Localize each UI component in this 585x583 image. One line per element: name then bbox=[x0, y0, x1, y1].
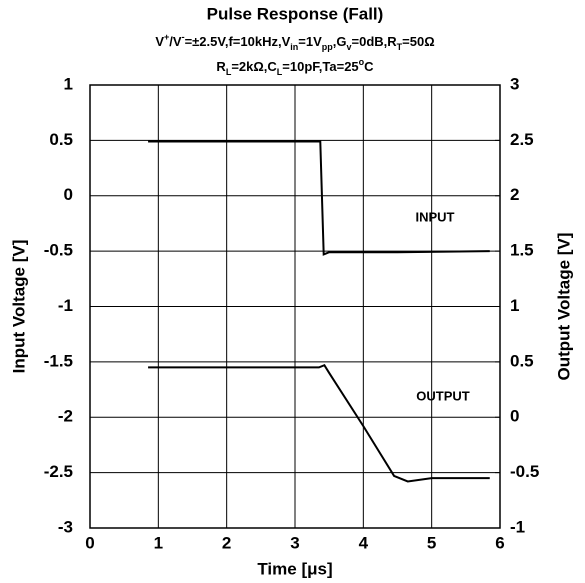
subtitle-part: =±2.5V,f=10kHz,V bbox=[185, 34, 291, 49]
subtitle-part: ,G bbox=[333, 34, 347, 49]
data-line bbox=[148, 363, 490, 483]
subtitle-part: L bbox=[277, 67, 283, 77]
x-tick-label: 0 bbox=[85, 533, 94, 552]
x-tick-label: 3 bbox=[290, 533, 299, 552]
y2-tick-label: 3 bbox=[510, 74, 519, 93]
y-tick-label: -1.5 bbox=[44, 351, 73, 370]
y2-tick-label: 1.5 bbox=[510, 241, 534, 260]
subtitle-part: =1V bbox=[298, 34, 322, 49]
subtitle-part: =2kΩ,C bbox=[231, 59, 277, 74]
y-tick-label: -2.5 bbox=[44, 462, 73, 481]
subtitle-part: - bbox=[182, 32, 185, 42]
subtitle-part: =0dB,R bbox=[352, 34, 398, 49]
y-tick-label: -3 bbox=[58, 517, 73, 536]
subtitle-part: T bbox=[397, 42, 403, 52]
subtitle-part: =10pF,Ta=25 bbox=[282, 59, 358, 74]
y2-tick-label: 2.5 bbox=[510, 130, 534, 149]
y2-axis-label: Output Voltage [V] bbox=[554, 233, 573, 381]
subtitle-part: =50Ω bbox=[402, 34, 434, 49]
subtitle-part: pp bbox=[322, 42, 333, 52]
y-tick-label: -0.5 bbox=[44, 241, 73, 260]
subtitle-part: in bbox=[290, 42, 298, 52]
subtitle-part: R bbox=[216, 59, 226, 74]
y-tick-label: 0.5 bbox=[49, 130, 73, 149]
subtitle-part: + bbox=[164, 32, 169, 42]
series-label: INPUT bbox=[416, 209, 455, 224]
x-tick-label: 4 bbox=[359, 533, 369, 552]
y2-tick-label: -1 bbox=[510, 517, 525, 536]
series-label: OUTPUT bbox=[416, 388, 470, 403]
y2-tick-label: 2 bbox=[510, 185, 519, 204]
plot-frame bbox=[89, 84, 501, 529]
y2-tick-label: 0.5 bbox=[510, 351, 534, 370]
subtitle-part: /V bbox=[169, 34, 182, 49]
subtitle-part: o bbox=[359, 57, 365, 67]
x-tick-label: 6 bbox=[495, 533, 504, 552]
chart-subtitle: RL=2kΩ,CL=10pF,Ta=25oC bbox=[216, 57, 374, 77]
x-axis-label: Time [μs] bbox=[257, 559, 332, 578]
subtitle-part: V bbox=[155, 34, 164, 49]
y-tick-label: -1 bbox=[58, 296, 73, 315]
y-tick-label: -2 bbox=[58, 407, 73, 426]
y2-tick-label: -0.5 bbox=[510, 462, 539, 481]
subtitle-part: v bbox=[346, 42, 351, 52]
subtitle-part: C bbox=[364, 59, 374, 74]
y2-tick-label: 1 bbox=[510, 296, 519, 315]
y-axis-label: Input Voltage [V] bbox=[9, 240, 28, 374]
y-tick-label: 1 bbox=[64, 74, 73, 93]
x-tick-label: 5 bbox=[427, 533, 436, 552]
chart-subtitle: V+/V-=±2.5V,f=10kHz,Vin=1Vpp,Gv=0dB,RT=5… bbox=[155, 32, 434, 52]
y-tick-label: 0 bbox=[64, 185, 73, 204]
subtitle-part: L bbox=[226, 67, 232, 77]
data-line bbox=[148, 140, 490, 256]
x-tick-label: 1 bbox=[154, 533, 163, 552]
x-tick-label: 2 bbox=[222, 533, 231, 552]
chart-title: Pulse Response (Fall) bbox=[207, 4, 384, 23]
y2-tick-label: 0 bbox=[510, 407, 519, 426]
